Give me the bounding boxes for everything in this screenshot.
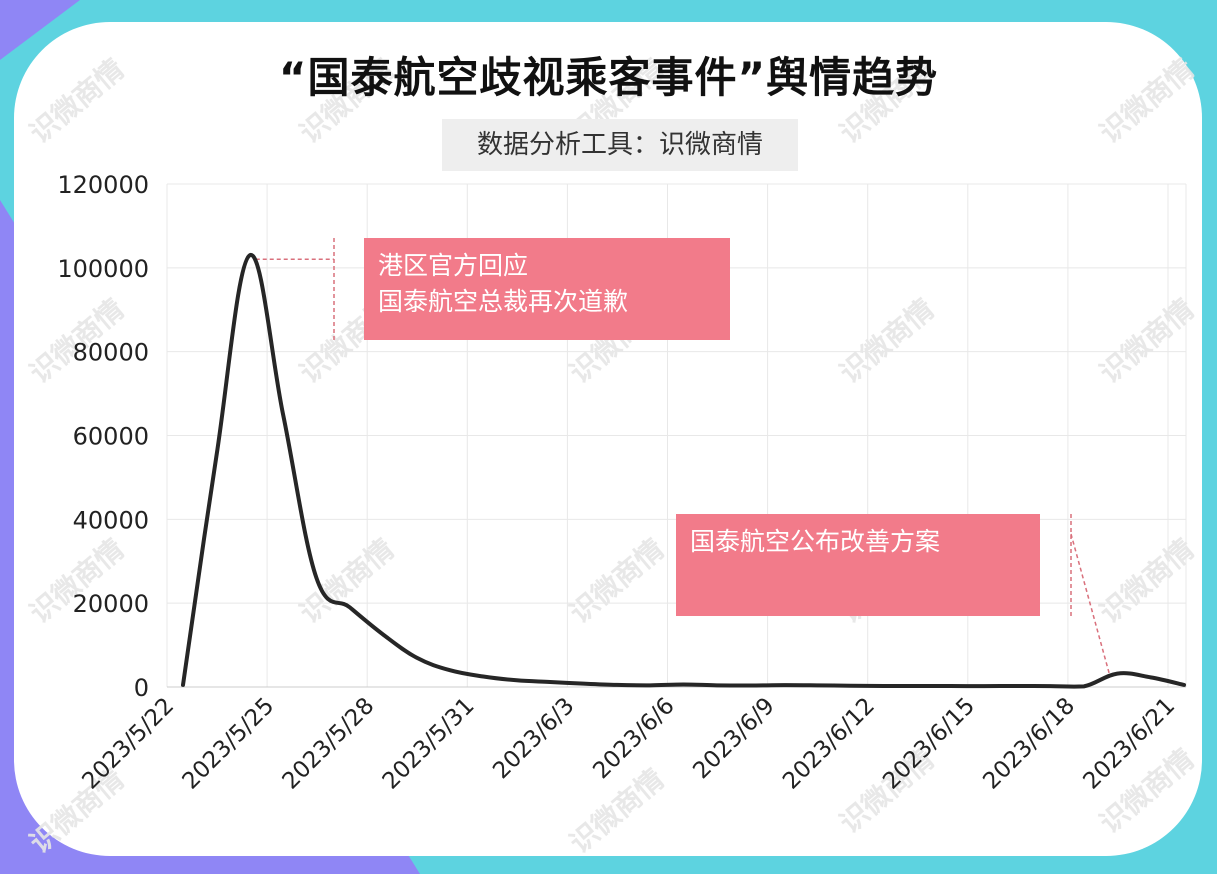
x-tick-label: 2023/6/3 — [488, 693, 579, 784]
x-tick-label: 2023/6/21 — [1078, 693, 1180, 795]
y-tick-label: 100000 — [57, 255, 149, 283]
y-tick-label: 60000 — [73, 423, 149, 451]
y-tick-label: 120000 — [57, 171, 149, 199]
annotation-text: 港区官方回应 — [378, 251, 528, 280]
x-tick-label: 2023/5/31 — [378, 693, 480, 795]
annotation-text: 国泰航空公布改善方案 — [690, 527, 940, 556]
y-tick-label: 20000 — [73, 590, 149, 618]
x-tick-label: 2023/6/18 — [978, 693, 1080, 795]
annotation-guide — [1070, 533, 1110, 674]
x-tick-label: 2023/5/22 — [77, 693, 179, 795]
x-tick-label: 2023/6/9 — [688, 693, 779, 784]
chart-subtitle: 数据分析工具：识微商情 — [442, 119, 798, 171]
x-tick-label: 2023/5/28 — [278, 693, 380, 795]
annotation-box — [676, 514, 1040, 616]
series-line — [181, 253, 1186, 689]
x-tick-label: 2023/6/12 — [778, 693, 880, 795]
x-tick-label: 2023/5/25 — [178, 693, 280, 795]
x-tick-label: 2023/6/15 — [878, 693, 980, 795]
y-tick-label: 40000 — [73, 506, 149, 534]
y-tick-label: 80000 — [73, 339, 149, 367]
chart-title: “国泰航空歧视乘客事件”舆情趋势 — [278, 53, 939, 102]
y-tick-label: 0 — [134, 674, 149, 702]
x-tick-label: 2023/6/6 — [588, 693, 679, 784]
annotation-box — [364, 238, 730, 340]
annotation-text: 国泰航空总裁再次道歉 — [378, 287, 628, 316]
